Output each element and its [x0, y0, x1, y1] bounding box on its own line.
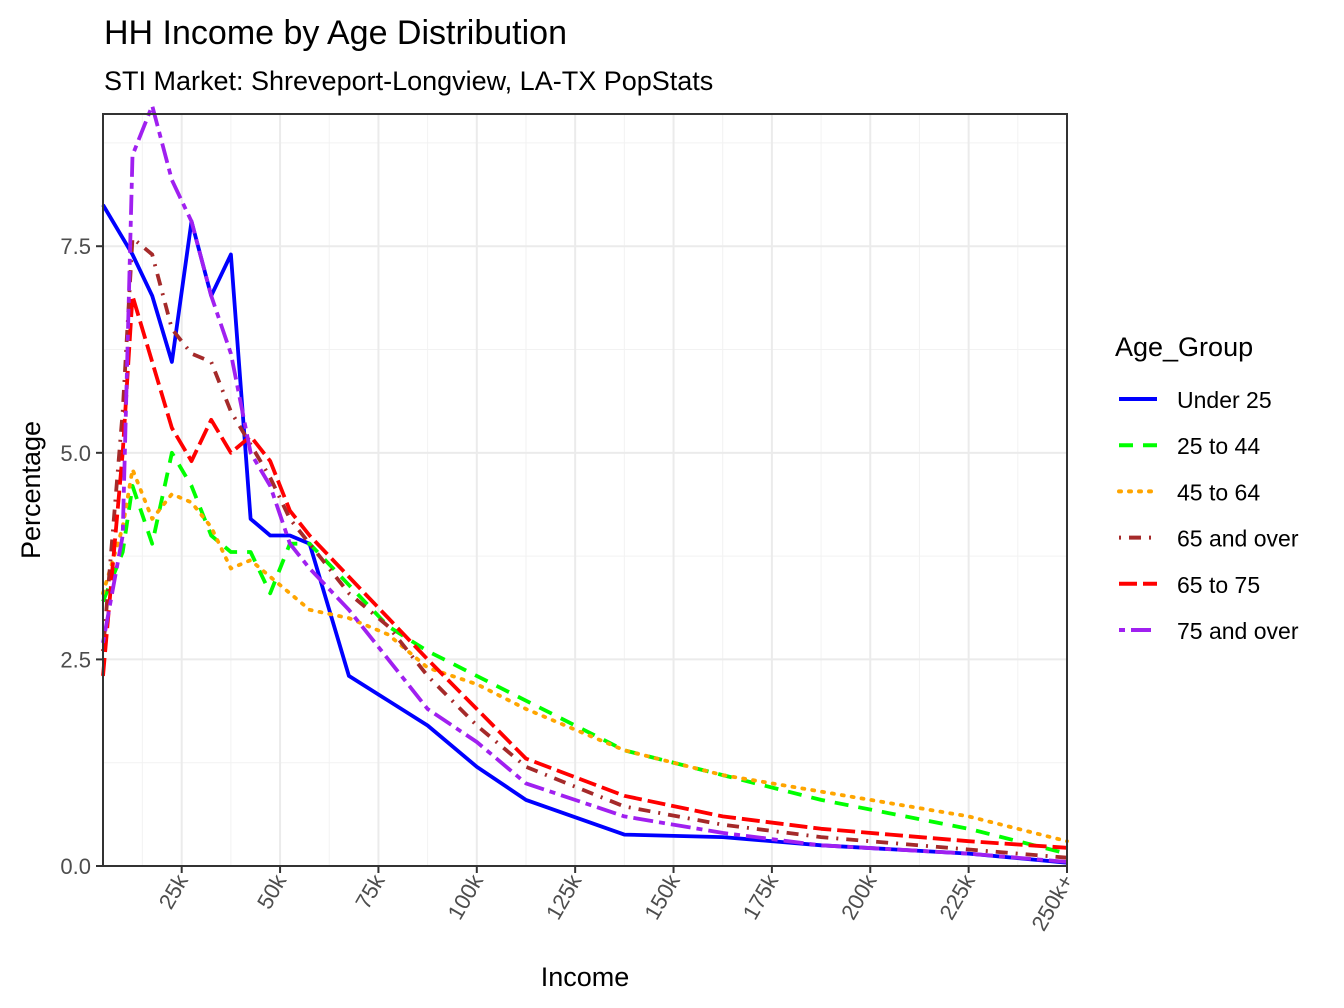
series-line-5 — [101, 103, 1068, 864]
legend-label-3: 65 and over — [1177, 526, 1299, 552]
legend-label-2: 45 to 64 — [1177, 479, 1260, 505]
series-line-4 — [101, 293, 1068, 850]
y-axis-title: Percentage — [16, 421, 46, 559]
y-tick-label: 5.0 — [60, 441, 91, 466]
y-tick-label: 2.5 — [60, 647, 91, 672]
panel-border — [102, 113, 1068, 867]
chart-title: HH Income by Age Distribution — [104, 14, 567, 52]
x-axis-title: Income — [541, 962, 630, 992]
legend-label-5: 75 and over — [1177, 618, 1299, 644]
plot-area: 25k 50k 75k 100k 125k 150k 175k 200k 225k 250k+0.… — [60, 103, 1078, 935]
chart-subtitle: STI Market: Shreveport-Longview, LA-TX P… — [104, 66, 713, 96]
series-line-2 — [101, 467, 1069, 844]
series-line-3 — [101, 236, 1068, 860]
legend: Age_Group Under 25 25 to 44 45 to 64 65 and… — [1115, 332, 1299, 644]
legend-label-0: Under 25 — [1177, 387, 1272, 413]
y-tick-label: 7.5 — [60, 234, 91, 259]
legend-label-4: 65 to 75 — [1177, 572, 1260, 598]
y-tick-label: 0.0 — [60, 854, 91, 879]
legend-label-1: 25 to 44 — [1177, 433, 1260, 459]
legend-title: Age_Group — [1115, 332, 1253, 362]
